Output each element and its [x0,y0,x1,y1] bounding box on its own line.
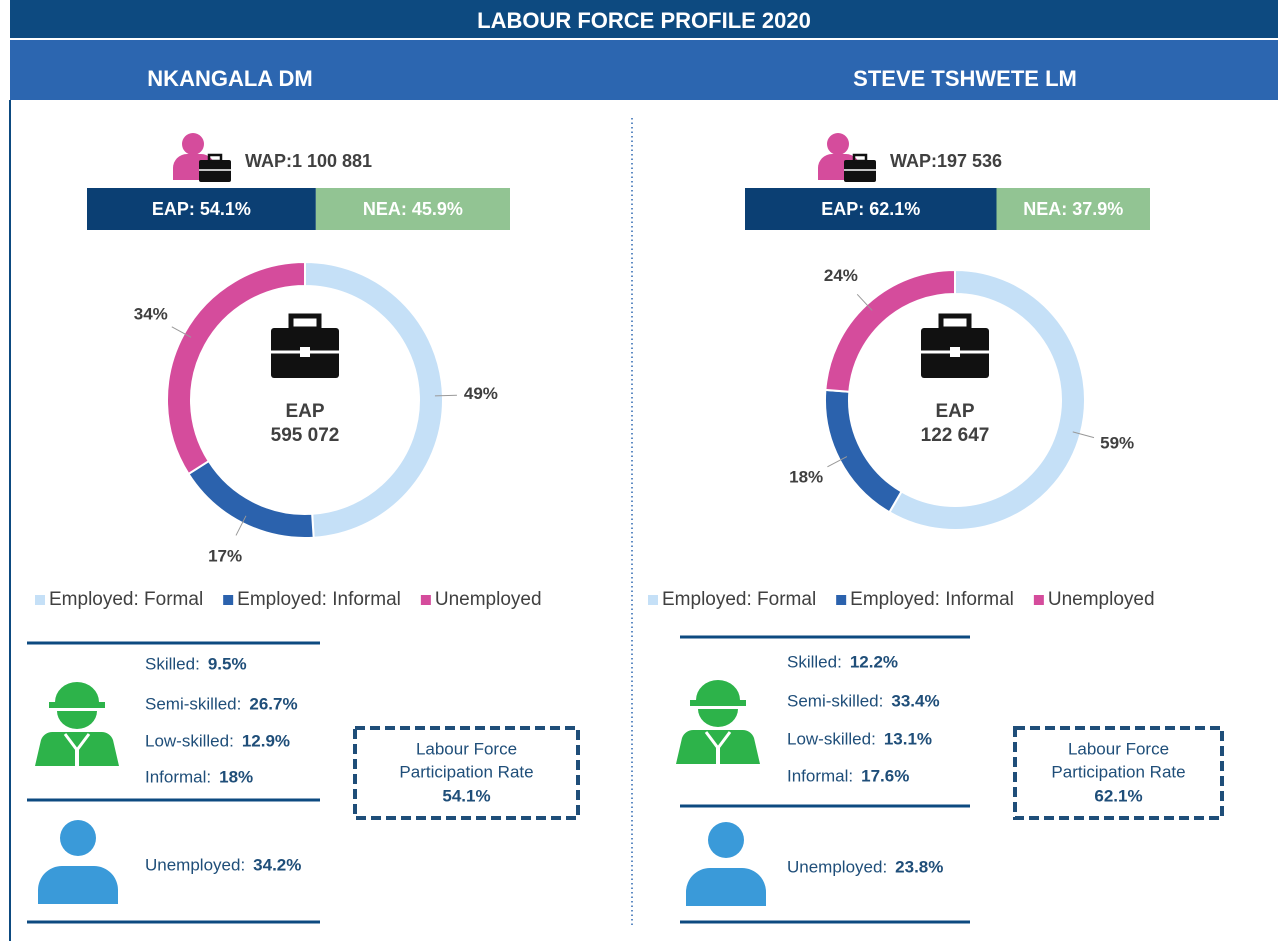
skill-label: Skilled: [145,654,200,673]
donut-segment [824,268,956,393]
data-label: 34% [134,305,168,324]
legend-label: Employed: Informal [850,589,1014,610]
legend-label: Employed: Informal [237,589,401,610]
icon [950,347,960,357]
participation-value: 62.1% [1094,786,1142,805]
data-label: 49% [464,384,498,403]
unemployed-value: 34.2% [253,855,301,874]
leader-line [827,456,848,468]
icon [199,160,231,182]
skill-label: Skilled: [787,652,842,671]
legend-swatch [1033,595,1044,605]
unemployed-value: 23.8% [895,857,943,876]
center-label: EAP [285,401,324,422]
skill-value: 17.6% [861,766,909,785]
skill-label: Informal: [787,766,853,785]
skill-value: 12.9% [242,731,290,750]
icon [75,748,79,766]
legend-swatch [648,595,658,605]
center-value: 122 647 [921,425,990,446]
icon [844,160,876,182]
legend-label: Employed: Formal [662,589,816,610]
icon [696,680,740,700]
split-bar [87,188,316,230]
icon [57,711,97,729]
leader-line [1072,431,1095,439]
skill-label: Informal: [145,767,211,786]
panel-name: STEVE TSHWETE LM [853,66,1077,91]
unemployed-label: Unemployed: [787,857,887,876]
center-label: EAP [935,401,974,422]
skill-label: Low-skilled: [145,731,234,750]
icon [698,709,738,727]
legend-swatch [35,595,45,605]
participation-box [353,726,580,820]
title: LABOUR FORCE PROFILE 2020 [477,8,811,33]
split-label: NEA: 37.9% [1023,199,1123,219]
icon [827,133,849,155]
data-label: 18% [789,467,823,486]
icon [288,313,322,332]
leader-line [171,326,192,338]
leader-line [856,293,873,311]
participation-label: Participation Rate [1051,762,1185,781]
icon [852,153,868,163]
icon [690,700,746,706]
skill-label: Low-skilled: [787,729,876,748]
title-bar [10,0,1278,38]
icon [38,866,118,904]
skill-label: Semi-skilled: [145,694,241,713]
legend-label: Unemployed [1048,589,1155,610]
legend-swatch [223,595,234,605]
participation-label: Participation Rate [399,762,533,781]
legend-swatch [420,595,431,605]
icon [49,702,105,708]
skill-value: 13.1% [884,729,932,748]
split-bar [315,188,510,230]
skill-value: 9.5% [208,654,247,673]
participation-label: Labour Force [416,739,517,758]
legend-swatch [836,595,847,605]
participation-box [1013,726,1224,820]
data-label: 59% [1100,433,1134,452]
data-label: 17% [208,546,242,565]
icon [686,868,766,906]
participation-label: Labour Force [1068,739,1169,758]
donut-segment [166,260,306,476]
icon [938,313,972,332]
split-label: EAP: 62.1% [821,199,920,219]
split-label: NEA: 45.9% [363,199,463,219]
split-bar [745,188,997,230]
legend-label: Employed: Formal [49,589,203,610]
participation-value: 54.1% [442,786,490,805]
icon [300,347,310,357]
skill-label: Semi-skilled: [787,691,883,710]
icon [182,133,204,155]
panel-name: NKANGALA DM [147,66,312,91]
icon [207,153,223,163]
skill-value: 18% [219,767,253,786]
subheader-bar [10,40,1278,100]
center-value: 595 072 [271,425,340,446]
leader-line [434,394,457,397]
skill-value: 26.7% [249,694,297,713]
icon [708,822,744,858]
wap: WAP:197 536 [890,151,1002,171]
split-label: EAP: 54.1% [152,199,251,219]
leader-line [235,515,247,536]
unemployed-label: Unemployed: [145,855,245,874]
skill-value: 12.2% [850,652,898,671]
skill-value: 33.4% [891,691,939,710]
icon [55,682,99,702]
icon [716,746,720,764]
donut-segment [888,268,1086,531]
icon [60,820,96,856]
split-bar [996,188,1150,230]
legend-label: Unemployed [435,589,542,610]
wap: WAP:1 100 881 [245,151,372,171]
data-label: 24% [824,266,858,285]
